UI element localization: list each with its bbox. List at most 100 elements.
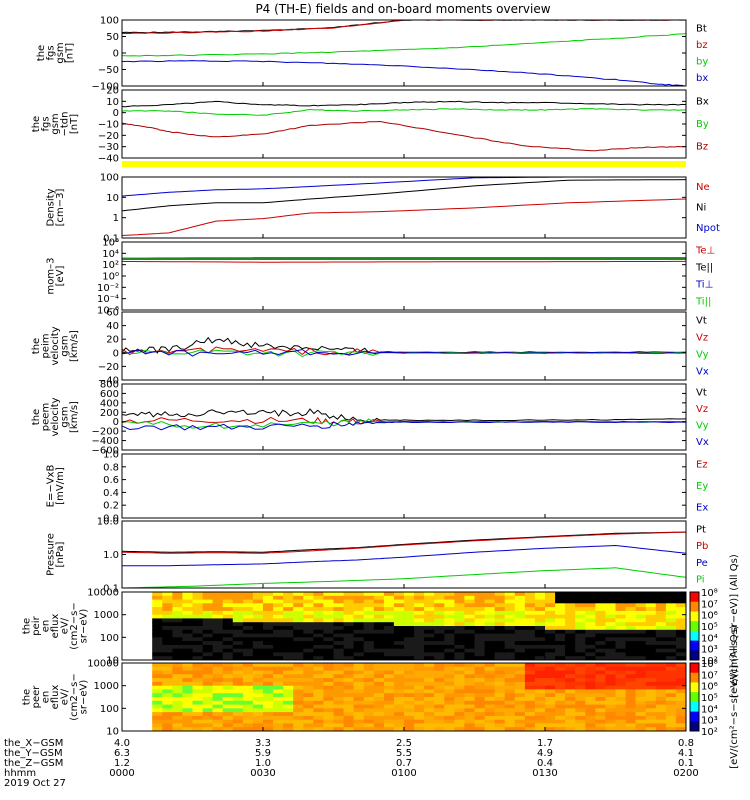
spectrogram-cell bbox=[232, 674, 244, 679]
spectrogram-cell bbox=[283, 723, 294, 728]
spectrogram-cell bbox=[192, 674, 204, 679]
spectrogram-cell bbox=[323, 663, 335, 668]
spectrogram-cell bbox=[132, 681, 143, 687]
spectrogram-cell bbox=[142, 626, 153, 631]
spectrogram-cell bbox=[464, 704, 476, 709]
y-tick-label: 0 bbox=[113, 108, 119, 119]
spectrogram-cell bbox=[192, 614, 204, 620]
spectrogram-cell bbox=[142, 622, 153, 627]
y-tick-label: 10⁻⁶ bbox=[97, 306, 119, 317]
spectrogram-cell bbox=[303, 622, 314, 627]
spectrogram-cell bbox=[605, 595, 617, 601]
spectrogram-cell bbox=[454, 622, 466, 627]
y-tick-label: −100 bbox=[92, 82, 119, 93]
spectrogram-cell bbox=[645, 715, 657, 721]
colorbar-band bbox=[690, 711, 699, 722]
spectrogram-cell bbox=[142, 618, 153, 623]
spectrogram-cell bbox=[464, 678, 476, 683]
spectrogram-cell bbox=[605, 644, 617, 650]
spectrogram-cell bbox=[333, 685, 345, 691]
spectrogram-cell bbox=[565, 693, 576, 698]
spectrogram-cell bbox=[303, 666, 314, 672]
spectrogram-cell bbox=[323, 618, 335, 623]
spectrogram-cell bbox=[444, 715, 455, 721]
spectrogram-cell bbox=[263, 704, 274, 709]
spectrogram-cell bbox=[363, 592, 375, 597]
spectrogram-cell bbox=[132, 663, 143, 668]
spectrogram-cell bbox=[595, 652, 607, 657]
spectrogram-cell bbox=[383, 674, 395, 679]
spectrogram-cell bbox=[192, 700, 204, 706]
spectrogram-cell bbox=[202, 644, 214, 650]
spectrogram-cell bbox=[524, 663, 536, 668]
spectrogram-cell bbox=[615, 603, 627, 608]
spectrogram-cell bbox=[555, 644, 566, 650]
spectrogram-cell bbox=[363, 633, 375, 638]
spectrogram-cell bbox=[363, 622, 375, 627]
spectrogram-cell bbox=[464, 681, 476, 687]
spectrogram-cell bbox=[444, 723, 455, 728]
spectrogram-cell bbox=[373, 607, 385, 612]
spectrogram-cell bbox=[474, 678, 486, 683]
spectrogram-cell bbox=[132, 685, 143, 691]
spectrogram-cell bbox=[414, 618, 425, 623]
spectrogram-cell bbox=[122, 715, 133, 721]
spectrogram-cell bbox=[353, 622, 365, 627]
spectrogram-cell bbox=[172, 622, 184, 627]
spectrogram-cell bbox=[373, 610, 385, 616]
spectrogram-cell bbox=[142, 700, 153, 706]
spectrogram-cell bbox=[665, 644, 677, 650]
spectrogram-cell bbox=[162, 622, 173, 627]
spectrogram-cell bbox=[323, 693, 335, 698]
spectrogram-cell bbox=[333, 614, 345, 620]
spectrogram-cell bbox=[514, 592, 526, 597]
spectrogram-cell bbox=[383, 607, 395, 612]
spectrogram-cell bbox=[202, 727, 214, 731]
spectrogram-cell bbox=[444, 689, 455, 694]
spectrogram-cell bbox=[353, 723, 365, 728]
spectrogram-cell bbox=[383, 652, 395, 657]
spectrogram-cell bbox=[595, 689, 607, 694]
y-axis-label: [nPa] bbox=[55, 541, 66, 567]
spectrogram-cell bbox=[212, 685, 224, 691]
spectrogram-cell bbox=[434, 689, 445, 694]
spectrogram-cell bbox=[222, 633, 234, 638]
spectrogram-cell bbox=[454, 614, 466, 620]
spectrogram-cell bbox=[242, 697, 254, 702]
spectrogram-cell bbox=[565, 708, 576, 713]
spectrogram-cell bbox=[424, 715, 435, 721]
spectrogram-cell bbox=[122, 637, 133, 642]
spectrogram-cell bbox=[343, 685, 355, 691]
spectrogram-cell bbox=[404, 712, 415, 717]
spectrogram-cell bbox=[414, 697, 425, 702]
spectrogram-cell bbox=[273, 681, 284, 687]
spectrogram-cell bbox=[343, 614, 355, 620]
spectrogram-cell bbox=[353, 610, 365, 616]
spectrogram-cell bbox=[373, 614, 385, 620]
spectrogram-cell bbox=[655, 637, 667, 642]
colorbar-band bbox=[690, 663, 699, 674]
spectrogram-cell bbox=[383, 603, 395, 608]
spectrogram-cell bbox=[152, 599, 163, 604]
spectrogram-cell bbox=[182, 666, 194, 672]
spectrogram-cell bbox=[655, 614, 667, 620]
spectrogram-cell bbox=[363, 614, 375, 620]
spectrogram-cell bbox=[393, 629, 405, 635]
spectrogram-cell bbox=[565, 723, 576, 728]
spectrogram-cell bbox=[494, 678, 506, 683]
spectrogram-cell bbox=[363, 678, 375, 683]
spectrogram-cell bbox=[524, 637, 536, 642]
spectrogram-cell bbox=[514, 697, 526, 702]
spectrogram-cell bbox=[383, 715, 395, 721]
spectrogram-cell bbox=[162, 697, 173, 702]
spectrogram-cell bbox=[383, 622, 395, 627]
spectrogram-cell bbox=[555, 599, 566, 604]
spectrogram-cell bbox=[464, 652, 476, 657]
spectrogram-cell bbox=[524, 689, 536, 694]
legend-entry: Vy bbox=[696, 350, 709, 361]
spectrogram-cell bbox=[323, 592, 335, 597]
spectrogram-cell bbox=[555, 693, 566, 698]
spectrogram-cell bbox=[524, 712, 536, 717]
spectrogram-cell bbox=[534, 633, 546, 638]
spectrogram-cell bbox=[142, 674, 153, 679]
